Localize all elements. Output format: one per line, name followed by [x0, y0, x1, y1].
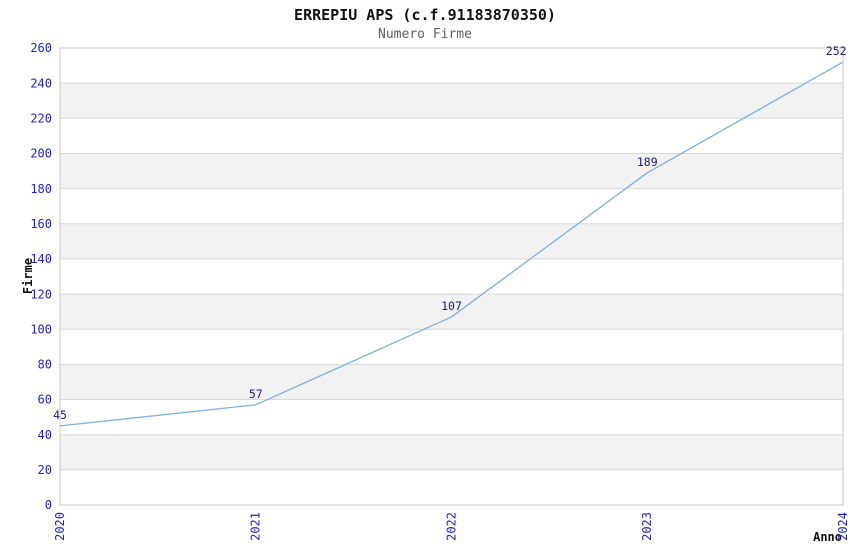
chart-title: ERREPIU APS (c.f.91183870350) [294, 6, 556, 24]
y-tick-label: 120 [30, 287, 52, 301]
y-tick-label: 80 [38, 358, 52, 372]
y-tick-label: 240 [30, 76, 52, 90]
point-label: 189 [637, 155, 658, 169]
chart-subtitle: Numero Firme [378, 27, 472, 42]
y-tick-label: 20 [38, 463, 52, 477]
y-tick-label: 140 [30, 252, 52, 266]
grid-band [60, 434, 843, 470]
point-label: 57 [249, 387, 263, 401]
y-tick-label: 60 [38, 393, 52, 407]
y-tick-label: 180 [30, 182, 52, 196]
grid-band [60, 294, 843, 330]
x-tick-label: 2024 [836, 512, 850, 541]
point-label: 45 [53, 408, 67, 422]
grid-band [60, 364, 843, 400]
x-tick-label: 2023 [640, 512, 654, 541]
grid-band [60, 153, 843, 189]
grid-band [60, 223, 843, 259]
x-tick-label: 2022 [444, 512, 458, 541]
x-axis-label: Anno [813, 530, 842, 544]
y-tick-label: 100 [30, 322, 52, 336]
x-tick-label: 2021 [249, 512, 263, 541]
y-tick-label: 220 [30, 112, 52, 126]
y-tick-label: 40 [38, 428, 52, 442]
y-tick-label: 0 [45, 498, 52, 512]
data-line [59, 61, 844, 427]
y-tick-label: 200 [30, 147, 52, 161]
plot-border [59, 47, 844, 506]
point-label: 252 [826, 44, 847, 58]
x-tick-label: 2020 [53, 512, 67, 541]
point-label: 107 [441, 299, 462, 313]
grid-band [60, 83, 843, 119]
y-tick-label: 160 [30, 217, 52, 231]
y-tick-label: 260 [30, 41, 52, 55]
